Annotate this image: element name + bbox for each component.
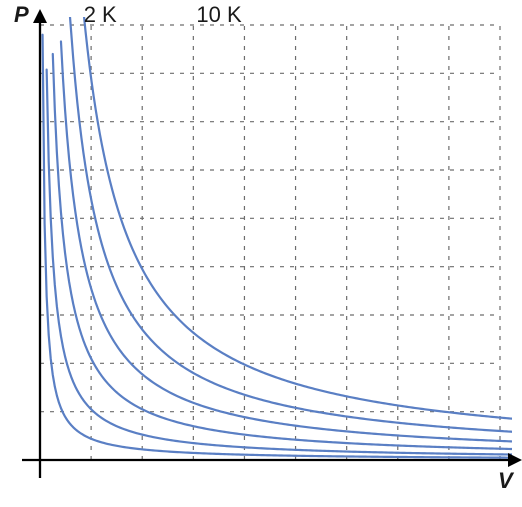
x-axis-label: V: [498, 468, 515, 493]
isotherm-chart: P V 2 K 10 K: [0, 0, 522, 507]
y-axis-label: P: [14, 2, 29, 27]
isotherm-label-high: 10 K: [196, 2, 242, 27]
isotherm-label-low: 2 K: [84, 2, 117, 27]
